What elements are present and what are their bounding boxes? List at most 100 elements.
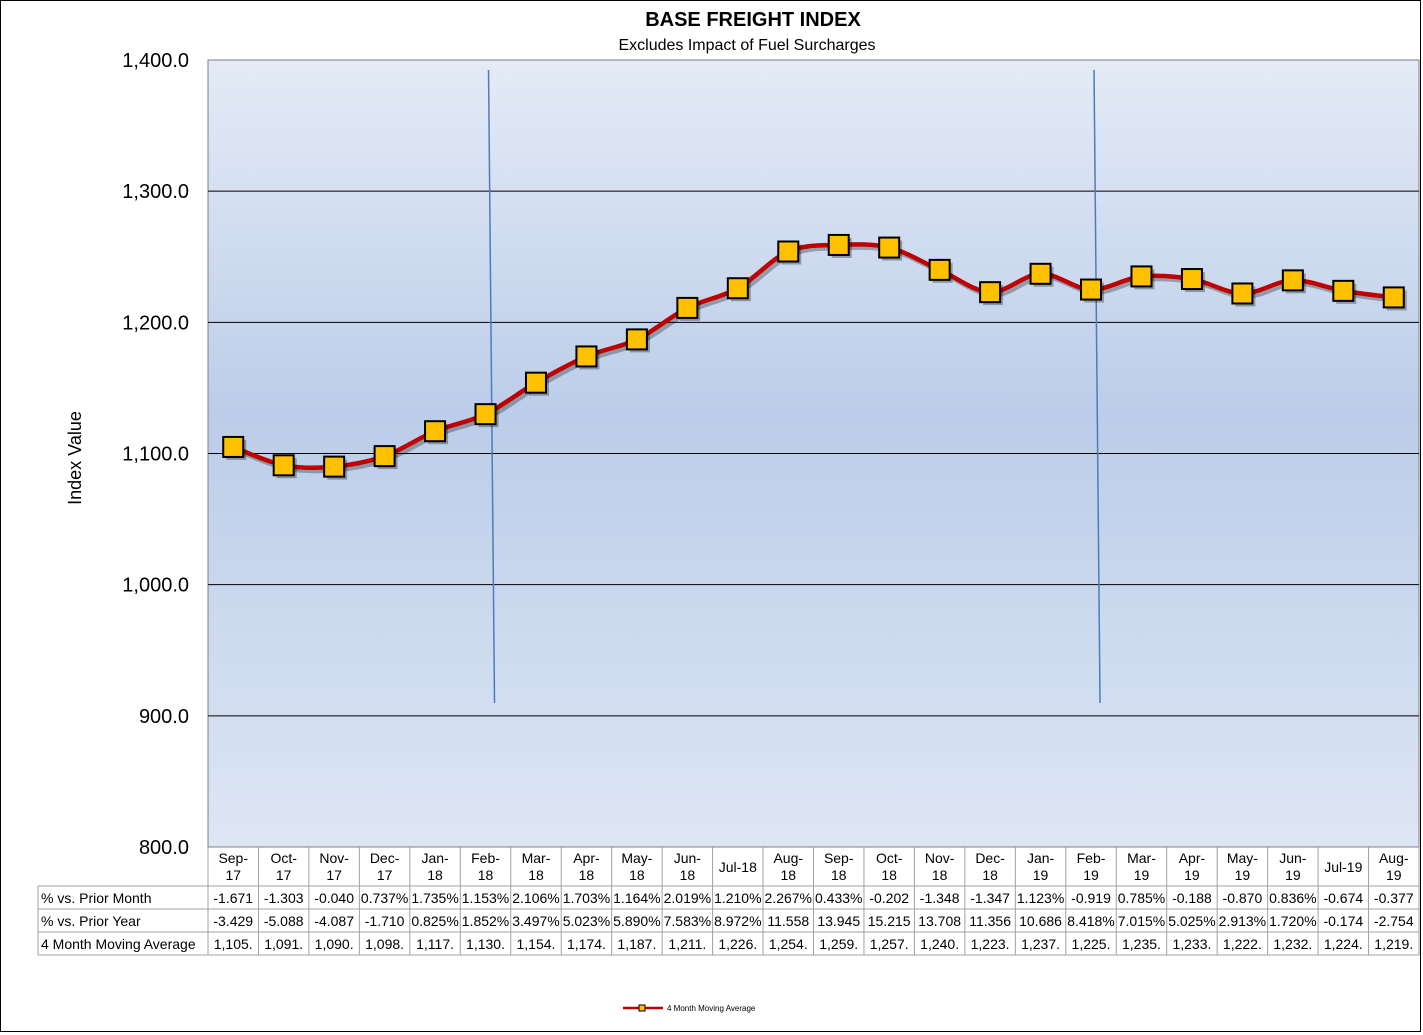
x-tick-label: 18 xyxy=(780,867,796,883)
x-tick-label: 19 xyxy=(1134,867,1150,883)
y-axis-ticks: 800.0 900.0 1,000.0 1,100.0 1,200.0 1,300.0 1,… xyxy=(122,50,189,859)
y-tick-label: 1,000.0 xyxy=(122,575,189,597)
table-row-label: 4 Month Moving Average xyxy=(41,936,196,952)
table-cell: -5.088 xyxy=(264,913,304,929)
gridlines xyxy=(208,190,1419,717)
data-point xyxy=(625,328,648,351)
table-cell: 1,224. xyxy=(1324,936,1363,952)
table-cell: 1,091. xyxy=(264,936,303,952)
table-cell: -1.671 xyxy=(213,890,253,906)
table-cell: 1.210% xyxy=(714,890,761,906)
x-tick-label: 17 xyxy=(377,867,393,883)
x-tick-label: 18 xyxy=(478,867,494,883)
table-cell: 1,237. xyxy=(1021,936,1060,952)
data-point xyxy=(1231,282,1254,305)
table-cell: -1.348 xyxy=(920,890,960,906)
table-cell: 2.106% xyxy=(512,890,559,906)
table-cell: 8.418% xyxy=(1067,913,1114,929)
x-tick-label: Sep- xyxy=(218,850,248,866)
series-layer xyxy=(222,233,1407,480)
table-cell: 1,090. xyxy=(315,936,354,952)
x-tick-label: Feb- xyxy=(471,850,500,866)
x-tick-label: Jul-18 xyxy=(719,859,757,875)
x-tick-label: 18 xyxy=(680,867,696,883)
x-tick-label: Dec- xyxy=(975,850,1005,866)
x-tick-label: Apr- xyxy=(1179,850,1206,866)
table-cell: 1,222. xyxy=(1223,936,1262,952)
x-tick-label: Aug- xyxy=(1379,850,1409,866)
x-tick-label: 18 xyxy=(932,867,948,883)
x-tick-label: May- xyxy=(1227,850,1258,866)
data-point xyxy=(323,455,346,478)
x-tick-label: Sep- xyxy=(824,850,854,866)
x-tick-label: 18 xyxy=(528,867,544,883)
table-cell: -3.429 xyxy=(213,913,253,929)
table-cell: 1,232. xyxy=(1273,936,1312,952)
table-cell: 7.015% xyxy=(1118,913,1165,929)
table-cell: -1.303 xyxy=(264,890,304,906)
y-tick-label: 1,400.0 xyxy=(122,50,189,72)
x-tick-label: 18 xyxy=(831,867,847,883)
table-cell: -2.754 xyxy=(1374,913,1414,929)
data-table: Sep-17Oct-17Nov-17Dec-17Jan-18Feb-18Mar-… xyxy=(37,847,1420,956)
table-cell: 13.708 xyxy=(918,913,961,929)
x-tick-label: Nov- xyxy=(925,850,955,866)
y-tick-label: 1,300.0 xyxy=(122,181,189,203)
table-cell: 1,233. xyxy=(1172,936,1211,952)
table-cell: 2.913% xyxy=(1219,913,1266,929)
table-cell: 2.267% xyxy=(765,890,812,906)
table-cell: 5.890% xyxy=(613,913,660,929)
table-cell: 1,098. xyxy=(365,936,404,952)
x-tick-label: Feb- xyxy=(1077,850,1106,866)
table-cell: 0.836% xyxy=(1269,890,1316,906)
data-point xyxy=(222,435,245,458)
table-cell: 1,219. xyxy=(1374,936,1413,952)
vertical-marker-line xyxy=(1093,69,1101,704)
x-tick-label: Jan- xyxy=(1027,850,1055,866)
table-cell: 1.164% xyxy=(613,890,660,906)
x-tick-label: 17 xyxy=(225,867,241,883)
y-axis-label: Index Value xyxy=(65,411,85,505)
table-cell: 1,257. xyxy=(870,936,909,952)
table-cell: 10.686 xyxy=(1019,913,1062,929)
table-cell: 1,105. xyxy=(214,936,253,952)
data-point xyxy=(575,345,598,368)
x-tick-label: 19 xyxy=(1285,867,1301,883)
x-tick-label: 18 xyxy=(982,867,998,883)
table-cell: 1,154. xyxy=(517,936,556,952)
data-point xyxy=(1029,262,1052,285)
x-tick-label: 17 xyxy=(276,867,292,883)
table-cell: 1,211. xyxy=(668,936,706,952)
data-point xyxy=(272,454,295,477)
x-tick-label: 18 xyxy=(881,867,897,883)
y-tick-label: 1,200.0 xyxy=(122,312,189,334)
x-tick-label: Jun- xyxy=(1279,850,1307,866)
table-cell: 0.737% xyxy=(361,890,408,906)
table-row-label: % vs. Prior Year xyxy=(41,913,141,929)
table-cell: -0.174 xyxy=(1323,913,1363,929)
table-cell: 1.153% xyxy=(462,890,509,906)
x-tick-label: Jun- xyxy=(674,850,702,866)
x-tick-label: Jul-19 xyxy=(1324,859,1362,875)
y-tick-label: 900.0 xyxy=(139,706,189,728)
x-tick-label: Dec- xyxy=(370,850,400,866)
x-tick-label: Jan- xyxy=(421,850,449,866)
table-cell: -0.202 xyxy=(869,890,909,906)
table-cell: 3.497% xyxy=(512,913,559,929)
data-point xyxy=(1332,279,1355,302)
data-point xyxy=(1382,286,1405,309)
table-cell: 13.945 xyxy=(817,913,860,929)
table-cell: 0.433% xyxy=(815,890,862,906)
table-cell: -1.347 xyxy=(970,890,1010,906)
x-tick-label: 17 xyxy=(326,867,342,883)
table-cell: 1.123% xyxy=(1017,890,1064,906)
table-cell: -0.870 xyxy=(1223,890,1263,906)
data-point xyxy=(424,420,447,443)
table-cell: 8.972% xyxy=(714,913,761,929)
table-cell: 5.023% xyxy=(563,913,610,929)
chart-subtitle: Excludes Impact of Fuel Surcharges xyxy=(618,37,875,54)
table-cell: 11.356 xyxy=(969,913,1011,929)
table-cell: 1,174. xyxy=(567,936,606,952)
